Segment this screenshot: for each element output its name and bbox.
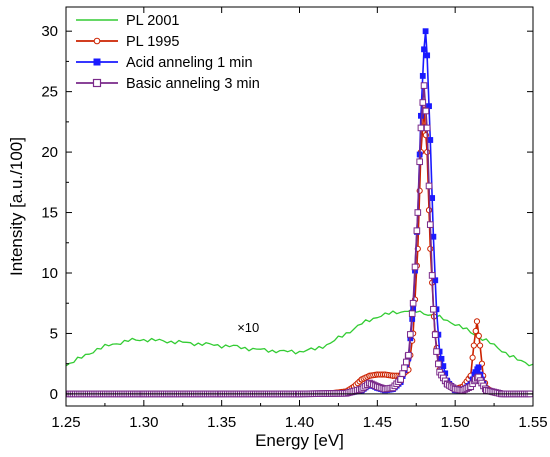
x-tick-label: 1.35 <box>207 414 236 431</box>
x-axis-label: Energy [eV] <box>255 431 344 450</box>
data-point <box>409 299 417 307</box>
annotation-label: ×10 <box>237 320 259 335</box>
series-1 <box>66 308 533 367</box>
legend: PL 2001 PL 1995 Acid anneling 1 min Basic a… <box>76 13 260 92</box>
x-tick-label: 1.55 <box>518 414 547 431</box>
data-point <box>417 124 425 132</box>
legend-label: Basic anneling 3 min <box>126 76 260 92</box>
y-axis-label: Intensity [a.u./100] <box>7 137 26 276</box>
y-tick-label: 15 <box>41 205 58 222</box>
data-point <box>402 358 410 366</box>
data-point <box>413 227 421 234</box>
axes: 1.25 1.30 1.35 1.40 1.45 1.50 1.55 0 5 10 15 20 25 30 <box>41 7 548 431</box>
y-tick-label: 25 <box>41 84 58 101</box>
data-point <box>472 327 479 335</box>
data-point <box>470 342 477 349</box>
data-point <box>397 376 404 383</box>
data-point <box>422 107 430 115</box>
legend-item: PL 2001 <box>76 13 179 29</box>
data-point <box>425 182 433 190</box>
data-point <box>429 195 436 201</box>
data-point <box>427 137 434 143</box>
data-point <box>408 310 416 317</box>
legend-marker <box>93 58 101 66</box>
data-point <box>423 124 431 132</box>
legend-marker <box>92 78 102 88</box>
legend-label: PL 2001 <box>126 13 179 29</box>
x-tick-label: 1.45 <box>363 414 392 431</box>
data-point <box>430 305 437 313</box>
x-tick-label: 1.30 <box>129 414 158 431</box>
data-point <box>424 52 431 59</box>
data-point <box>419 99 427 106</box>
data-point <box>433 348 440 355</box>
data-point <box>475 364 482 371</box>
series-2 <box>66 106 533 398</box>
legend-label: PL 1995 <box>126 34 179 50</box>
legend-marker <box>93 37 101 45</box>
y-tick-label: 20 <box>41 144 58 161</box>
y-tick-label: 0 <box>50 386 58 403</box>
data-point <box>426 221 434 228</box>
data-point <box>469 354 476 361</box>
x-tick-label: 1.50 <box>441 414 470 431</box>
series-4 <box>66 82 533 398</box>
data-point <box>407 331 414 338</box>
data-point <box>422 28 429 35</box>
data-point <box>435 360 442 368</box>
legend-item: Acid anneling 1 min <box>76 55 253 71</box>
data-point <box>401 364 408 372</box>
data-point <box>420 82 428 89</box>
data-point <box>421 46 427 53</box>
legend-item: Basic anneling 3 min <box>76 76 260 92</box>
data-point <box>405 351 412 359</box>
data-point <box>475 332 482 339</box>
data-point <box>419 73 426 79</box>
series-line <box>66 308 533 367</box>
legend-label: Acid anneling 1 min <box>126 55 253 71</box>
data-point <box>431 331 439 338</box>
data-point <box>476 342 484 349</box>
y-tick-label: 10 <box>41 265 58 282</box>
data-point <box>411 263 419 271</box>
data-point <box>416 158 423 166</box>
x-tick-label: 1.40 <box>285 414 314 431</box>
annotations: ×10 <box>237 320 259 335</box>
x-tick-label: 1.25 <box>51 414 80 431</box>
series-line <box>66 84 533 395</box>
legend-item: PL 1995 <box>76 34 179 50</box>
data-point <box>414 209 422 216</box>
data-point <box>427 245 434 252</box>
data-point <box>399 370 406 377</box>
data-point <box>428 272 436 279</box>
data-point <box>473 318 481 325</box>
y-tick-label: 5 <box>50 325 58 342</box>
y-tick-label: 30 <box>41 23 58 40</box>
